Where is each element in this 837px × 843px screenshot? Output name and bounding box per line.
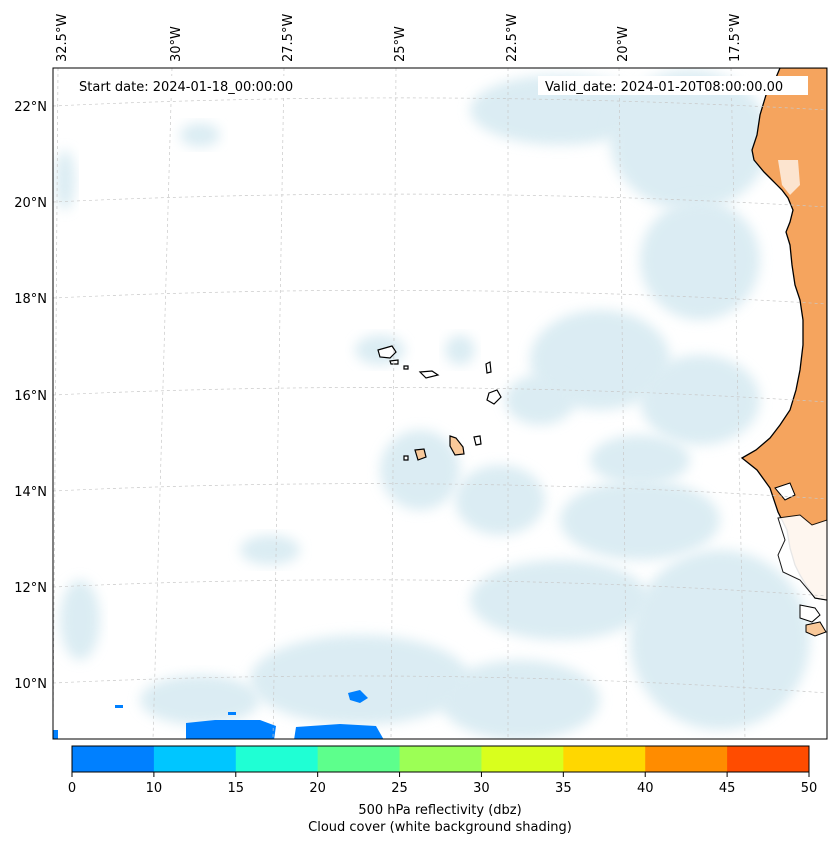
latitude-label: 10°N [14,677,47,692]
colorbar-segment [563,746,646,772]
parallel-line [53,579,827,597]
parallel-line [53,483,827,500]
longitude-label: 22.5°W [505,14,520,62]
latitude-label: 16°N [14,389,47,404]
colorbar-segment [72,746,155,772]
island-fogo [414,448,427,461]
reflectivity-patch [53,730,58,739]
colorbar-segment [153,746,237,772]
colorbar-tick-label: 35 [555,781,572,796]
longitude-labels: 32.5°W 30°W 27.5°W 25°W 22.5°W 20°W 17.5°W [55,14,743,62]
guinea-coast-fragment [805,621,827,637]
colorbar-tick-label: 20 [309,781,326,796]
meridian-line [618,68,628,739]
longitude-label: 17.5°W [728,14,743,62]
colorbar-label: 500 hPa reflectivity (dbz) [358,803,521,818]
longitude-label: 30°W [169,26,184,62]
start-date-label: Start date: 2024-01-18_00:00:00 [79,80,293,95]
colorbar: 0 10 15 20 25 30 35 40 45 50 500 hPa reflectivity… [68,745,818,835]
colorbar-tick-label: 0 [68,781,76,796]
colorbar-segment [481,746,564,772]
colorbar-tick-label: 25 [391,781,408,796]
island-brava [403,455,409,461]
cloud-over-land [778,160,800,195]
colorbar-tick-label: 50 [801,781,818,796]
gambia-inlet [774,482,796,501]
island-santiago [449,435,465,456]
map-frame [52,67,828,740]
longitude-label: 25°W [393,26,408,62]
longitude-label: 20°W [616,26,631,62]
island-boa-vista [486,389,502,405]
reflectivity-patches [53,690,384,739]
parallel-line [53,193,827,208]
longitude-label: 32.5°W [55,14,70,62]
longitude-label: 27.5°W [281,14,296,62]
cloud-cover-shading [55,70,810,739]
meridian-line [53,68,59,739]
island-sal [485,361,492,374]
meridian-line [390,68,397,739]
colorbar-segment [727,746,810,772]
parallel-line [53,289,827,305]
latitude-label: 20°N [14,196,47,211]
meridian-line [152,68,173,739]
reflectivity-patch [186,720,276,739]
reflectivity-patch [228,712,236,715]
reflectivity-patch [115,705,123,708]
meridian-line [730,68,746,739]
bijagos-islands [799,604,821,623]
colorbar-tick-label: 40 [637,781,654,796]
island-maio [473,435,482,446]
colorbar-segment [399,746,482,772]
reflectivity-patch [294,724,384,739]
parallel-line [53,97,827,111]
reflectivity-patch [348,690,368,703]
latitude-label: 22°N [14,100,47,115]
latitude-label: 12°N [14,581,47,596]
colorbar-frame [71,745,810,773]
latitude-labels: 22°N 20°N 18°N 16°N 14°N 12°N 10°N [14,100,47,692]
island-santa-luzia [403,365,409,370]
latitude-label: 14°N [14,485,47,500]
parallel-line [53,675,827,694]
parallel-line [53,387,827,403]
colorbar-segment [235,746,319,772]
colorbar-segment [317,746,401,772]
colorbar-tick-label: 30 [473,781,490,796]
colorbar-tick-label: 15 [228,781,245,796]
valid-date-box [538,76,808,95]
island-sao-nicolau [418,370,440,379]
colorbar-tick-label: 45 [719,781,736,796]
colorbar-tick-label: 10 [146,781,163,796]
latitude-label: 18°N [14,292,47,307]
colorbar-sublabel: Cloud cover (white background shading) [308,820,572,835]
colorbar-segment [645,746,728,772]
valid-date-label: Valid_date: 2024-01-20T08:00:00.00 [545,80,783,95]
graticule [53,68,827,739]
island-santo-antao [377,345,397,359]
start-date-box [74,76,314,95]
meridian-line [272,68,285,739]
guinea-bissau-coast [777,514,827,601]
